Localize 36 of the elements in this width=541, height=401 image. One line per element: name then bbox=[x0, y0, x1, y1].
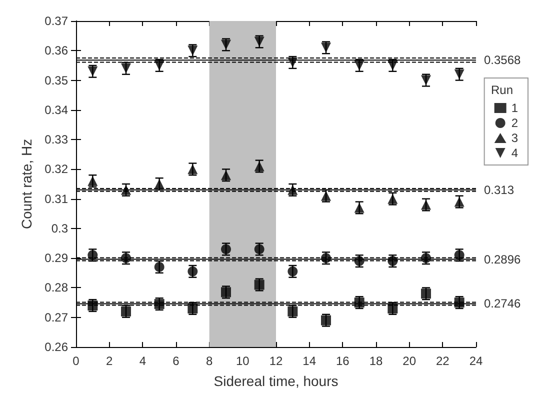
x-tick-label: 18 bbox=[369, 354, 383, 368]
x-tick-label: 14 bbox=[302, 354, 316, 368]
y-tick-label: 0.32 bbox=[44, 162, 68, 176]
y-tick-label: 0.29 bbox=[44, 251, 68, 266]
y-tick-label: 0.31 bbox=[44, 192, 68, 206]
ref-line-label: 0.2746 bbox=[484, 296, 522, 311]
y-tick-label: 0.3 bbox=[51, 221, 68, 236]
ref-line-label: 0.3568 bbox=[484, 53, 522, 68]
y-tick-label: 0.37 bbox=[44, 14, 68, 28]
x-tick-label: 4 bbox=[139, 354, 146, 368]
y-tick-label: 0.35 bbox=[44, 73, 68, 88]
x-tick-label: 10 bbox=[236, 354, 250, 368]
x-tick-label: 24 bbox=[469, 354, 483, 368]
legend-label: 2 bbox=[511, 116, 518, 130]
x-tick-label: 12 bbox=[269, 354, 283, 368]
legend-label: 1 bbox=[511, 101, 518, 115]
y-tick-label: 0.27 bbox=[44, 310, 68, 324]
x-tick-label: 8 bbox=[206, 354, 213, 368]
x-tick-label: 0 bbox=[72, 354, 80, 368]
y-tick-label: 0.33 bbox=[44, 132, 68, 147]
x-tick-label: 20 bbox=[402, 354, 416, 368]
x-tick-label: 16 bbox=[336, 354, 350, 368]
legend-label: 3 bbox=[511, 131, 518, 145]
ref-line-label: 0.2896 bbox=[484, 252, 522, 266]
y-axis-title: Count rate, Hz bbox=[18, 138, 35, 230]
legend-title: Run bbox=[490, 83, 513, 97]
x-axis-title: Sidereal time, hours bbox=[214, 373, 338, 389]
y-tick-label: 0.26 bbox=[44, 340, 68, 354]
y-tick-label: 0.36 bbox=[44, 44, 68, 58]
x-tick-label: 2 bbox=[106, 354, 113, 368]
x-tick-label: 6 bbox=[172, 354, 180, 368]
y-tick-label: 0.28 bbox=[44, 280, 68, 295]
y-tick-label: 0.34 bbox=[44, 102, 68, 117]
x-tick-label: 22 bbox=[436, 354, 450, 368]
legend-label: 4 bbox=[511, 146, 518, 160]
ref-line-label: 0.313 bbox=[484, 182, 514, 197]
